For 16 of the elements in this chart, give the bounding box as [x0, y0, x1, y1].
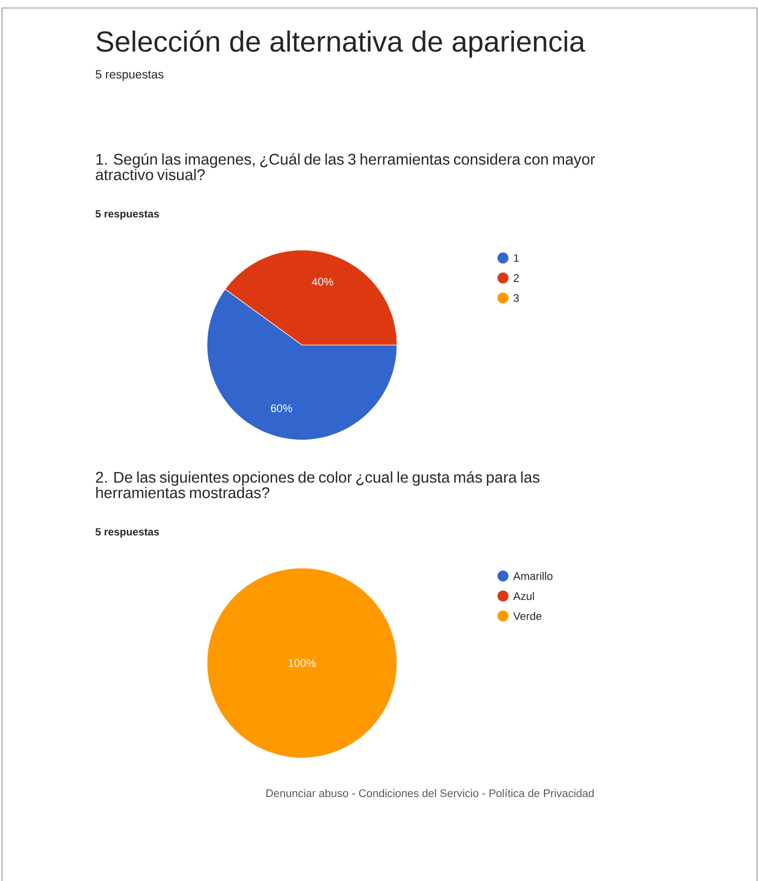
- text: Denunciar abuso - Condiciones del Servicio - Política de Privacidad: [266, 788, 594, 798]
- data-label: 100%: [288, 659, 316, 667]
- legend-label: 3: [514, 294, 519, 302]
- chart-subtitle: 5 respuestas: [96, 210, 159, 220]
- legend-label: Azul: [513, 592, 534, 600]
- legend-label: Verde: [513, 612, 542, 620]
- data-label: 40%: [312, 278, 334, 286]
- legend-label: 2: [514, 274, 519, 282]
- data-label: 60%: [271, 404, 292, 412]
- legend-label: Amarillo: [513, 572, 552, 580]
- legend-label: 1: [514, 254, 519, 262]
- text: Selección de alternativa de apariencia: [96, 30, 586, 58]
- chart-title: 1. Según las imagenes, ¿Cuál de las 3 herramientas considera con mayor atractivo visual?: [96, 153, 595, 180]
- chart-subtitle: 5 respuestas: [96, 528, 159, 538]
- chart-title: 2. De las siguientes opciones de color ¿cual le gusta más para las herramientas mostradas?: [96, 471, 540, 498]
- text: 5 respuestas: [96, 70, 164, 81]
